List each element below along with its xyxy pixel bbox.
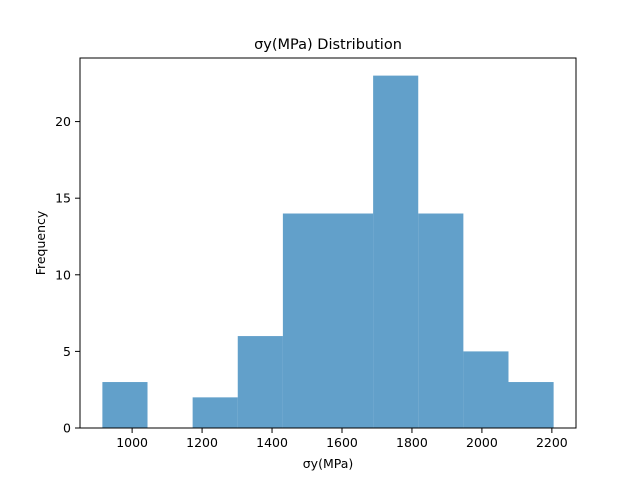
y-tick-label: 0: [63, 421, 71, 436]
x-tick-label: 1000: [116, 435, 148, 450]
x-tick-label: 2200: [536, 435, 568, 450]
plot-border: [79, 57, 577, 429]
y-tick-label: 20: [55, 114, 71, 129]
y-tick-label: 15: [55, 191, 71, 206]
x-axis-label: σy(MPa): [303, 456, 354, 471]
y-ticks: 0 5 10 15 20: [55, 114, 80, 436]
chart-title: σy(MPa) Distribution: [254, 37, 402, 53]
histogram-bar: [508, 382, 554, 428]
x-ticks: 1000 1200 1400 1600 1800 2000 2200: [116, 428, 568, 450]
histogram-bar: [373, 75, 419, 428]
histogram-bar: [282, 213, 328, 428]
histogram-bar: [328, 213, 374, 428]
x-tick-label: 1600: [326, 435, 358, 450]
x-tick-label: 1400: [256, 435, 288, 450]
histogram-bar: [463, 351, 509, 428]
histogram-bar: [237, 336, 283, 428]
bars-group: [102, 75, 554, 428]
histogram-bar: [418, 213, 464, 428]
x-tick-label: 2000: [466, 435, 498, 450]
y-tick-label: 5: [63, 344, 71, 359]
x-tick-label: 1800: [396, 435, 428, 450]
histogram-bar: [102, 382, 148, 428]
histogram-bar: [192, 397, 238, 428]
y-tick-label: 10: [55, 267, 71, 282]
axes-frame: [79, 57, 577, 429]
y-axis-label: Frequency: [33, 210, 48, 275]
x-tick-label: 1200: [186, 435, 218, 450]
